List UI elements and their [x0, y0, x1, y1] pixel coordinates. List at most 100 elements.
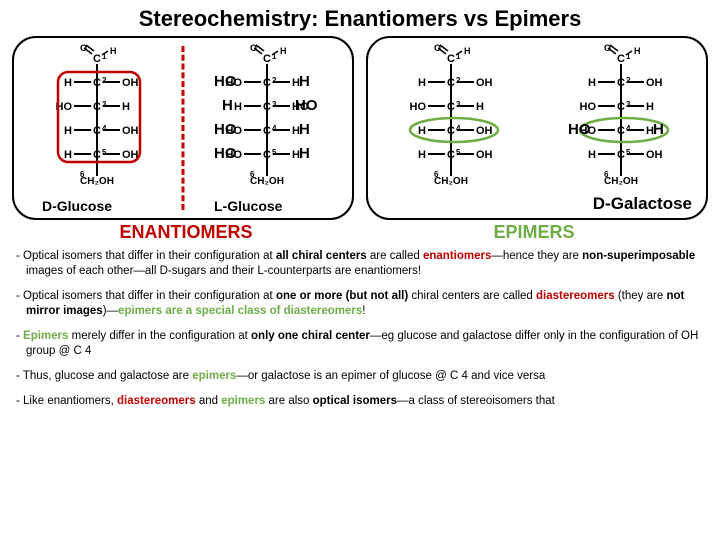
panels-row: C O H 1 C2 H OH C3 HO H C4 H OH C — [0, 36, 720, 220]
svg-text:OH: OH — [122, 125, 139, 137]
mirror-line — [182, 46, 185, 210]
bullet-3: - Epimers merely differ in the configura… — [16, 329, 704, 359]
mol-d-glucose-r: C O H 1 C2 H OH C3 HO H C4 H OH C5 H OH … — [386, 42, 516, 202]
svg-text:3: 3 — [102, 100, 107, 109]
svg-text:H: H — [464, 46, 471, 56]
svg-text:C: C — [617, 125, 625, 137]
svg-text:3: 3 — [626, 100, 631, 109]
svg-text:4: 4 — [102, 124, 107, 133]
svg-text:3: 3 — [456, 100, 461, 109]
svg-text:C: C — [263, 125, 271, 137]
svg-text:O: O — [434, 43, 441, 53]
svg-text:H: H — [280, 46, 287, 56]
overlay-gal-c4r: H — [653, 121, 664, 138]
panel-epimers: C O H 1 C2 H OH C3 HO H C4 H OH C5 H OH … — [366, 36, 708, 220]
svg-text:1: 1 — [272, 52, 277, 61]
svg-text:C: C — [447, 149, 455, 161]
svg-text:1: 1 — [102, 52, 107, 61]
svg-text:OH: OH — [476, 149, 493, 161]
panel-enantiomers: C O H 1 C2 H OH C3 HO H C4 H OH C — [12, 36, 354, 220]
overlay-l-c5: HO — [214, 145, 237, 162]
mol-d-glucose: C O H 1 C2 H OH C3 HO H C4 H OH C — [32, 42, 162, 202]
svg-text:4: 4 — [626, 124, 631, 133]
svg-text:C: C — [263, 53, 271, 65]
bullet-5: - Like enantiomers, diastereomers and ep… — [16, 394, 704, 409]
svg-text:6: 6 — [80, 170, 85, 179]
svg-text:H: H — [634, 46, 641, 56]
svg-text:C: C — [617, 149, 625, 161]
svg-text:6: 6 — [250, 170, 255, 179]
svg-text:OH: OH — [646, 77, 663, 89]
label-d-galactose: D-Galactose — [593, 194, 692, 214]
svg-text:C: C — [263, 77, 271, 89]
svg-text:2: 2 — [272, 76, 277, 85]
svg-text:C: C — [617, 53, 625, 65]
svg-text:H: H — [418, 149, 426, 161]
overlay-l-c2: HO — [214, 73, 237, 90]
svg-text:3: 3 — [272, 100, 277, 109]
page-title: Stereochemistry: Enantiomers vs Epimers — [0, 0, 720, 36]
svg-text:HO: HO — [580, 101, 597, 113]
svg-text:C: C — [93, 125, 101, 137]
svg-text:C: C — [447, 101, 455, 113]
svg-text:OH: OH — [646, 149, 663, 161]
svg-text:C: C — [93, 101, 101, 113]
svg-text:2: 2 — [626, 76, 631, 85]
svg-text:2: 2 — [102, 76, 107, 85]
svg-text:OH: OH — [122, 77, 139, 89]
bullets-list: - Optical isomers that differ in their c… — [0, 247, 720, 409]
sub-labels-row: ENANTIOMERS EPIMERS — [0, 220, 720, 247]
svg-text:HO: HO — [410, 101, 427, 113]
label-d-glucose: D-Glucose — [42, 198, 112, 214]
svg-text:C: C — [617, 101, 625, 113]
svg-text:H: H — [110, 46, 117, 56]
svg-text:2: 2 — [456, 76, 461, 85]
overlay-gal-c4l: HO — [568, 121, 591, 138]
svg-text:H: H — [476, 101, 484, 113]
overlay-l-c4: HO — [214, 121, 237, 138]
svg-text:H: H — [64, 125, 72, 137]
svg-text:CH₂OH: CH₂OH — [434, 176, 468, 187]
overlay-l-c2r: H — [299, 73, 310, 90]
svg-text:OH: OH — [476, 125, 493, 137]
svg-text:H: H — [234, 101, 242, 113]
svg-text:C: C — [617, 77, 625, 89]
overlay-l-c3: H — [222, 97, 233, 114]
svg-text:H: H — [418, 125, 426, 137]
bullet-2: - Optical isomers that differ in their c… — [16, 289, 704, 319]
bullet-1: - Optical isomers that differ in their c… — [16, 249, 704, 279]
svg-text:1: 1 — [626, 52, 631, 61]
svg-text:O: O — [604, 43, 611, 53]
svg-text:OH: OH — [476, 77, 493, 89]
svg-text:1: 1 — [456, 52, 461, 61]
svg-text:6: 6 — [604, 170, 609, 179]
svg-text:C: C — [93, 77, 101, 89]
svg-text:C: C — [447, 125, 455, 137]
label-enantiomers: ENANTIOMERS — [12, 222, 360, 243]
svg-text:CH₂OH: CH₂OH — [250, 176, 284, 187]
svg-text:H: H — [122, 101, 130, 113]
svg-text:5: 5 — [626, 148, 631, 157]
svg-text:4: 4 — [272, 124, 277, 133]
svg-text:C: C — [447, 53, 455, 65]
svg-text:C: C — [93, 53, 101, 65]
svg-text:CH₂OH: CH₂OH — [604, 176, 638, 187]
svg-text:C: C — [263, 101, 271, 113]
label-l-glucose: L-Glucose — [214, 198, 282, 214]
svg-text:C: C — [447, 77, 455, 89]
overlay-l-c3r: HO — [295, 97, 318, 114]
svg-text:H: H — [646, 101, 654, 113]
svg-text:6: 6 — [434, 170, 439, 179]
svg-text:5: 5 — [272, 148, 277, 157]
overlay-l-c5r: H — [299, 145, 310, 162]
svg-text:5: 5 — [102, 148, 107, 157]
svg-text:H: H — [64, 77, 72, 89]
svg-text:H: H — [588, 149, 596, 161]
svg-text:O: O — [250, 43, 257, 53]
svg-text:H: H — [418, 77, 426, 89]
overlay-l-c4r: H — [299, 121, 310, 138]
svg-text:H: H — [588, 77, 596, 89]
svg-text:4: 4 — [456, 124, 461, 133]
label-epimers: EPIMERS — [360, 222, 708, 243]
svg-text:C: C — [263, 149, 271, 161]
